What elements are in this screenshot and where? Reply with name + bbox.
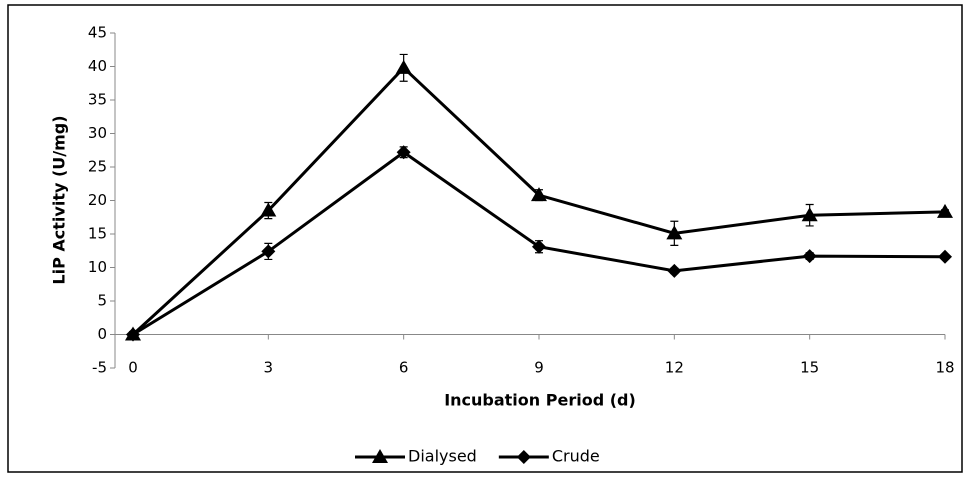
point (667, 263, 682, 278)
point (260, 202, 277, 217)
y-tick-label: 20 (88, 191, 107, 209)
x-tick-label: 18 (935, 359, 954, 377)
y-tick-label: 40 (88, 57, 107, 75)
legend-marker (372, 449, 388, 463)
y-tick-label: 0 (97, 325, 107, 343)
x-tick-label: 15 (800, 359, 819, 377)
point (532, 239, 546, 254)
y-tick-label: 5 (97, 292, 107, 310)
x-tick-label: 9 (534, 359, 544, 377)
y-tick-label: 30 (88, 124, 107, 142)
y-tick-label: -5 (92, 359, 107, 377)
point (126, 327, 140, 342)
point (802, 249, 817, 264)
point (938, 249, 952, 264)
point (395, 59, 412, 74)
legend-label: Dialysed (408, 447, 477, 466)
point (396, 145, 411, 160)
y-tick-label: 15 (88, 225, 107, 243)
y-tick-label: 25 (88, 158, 107, 176)
point (801, 207, 818, 222)
point (261, 244, 276, 259)
x-tick-label: 3 (264, 359, 274, 377)
y-tick-label: 35 (88, 91, 107, 109)
y-axis-label: LiP Activity (U/mg) (50, 115, 69, 284)
y-tick-label: 45 (88, 24, 107, 42)
x-tick-label: 0 (128, 359, 138, 377)
legend-label: Crude (552, 447, 600, 466)
point (937, 203, 953, 218)
y-tick-label: 10 (88, 258, 107, 276)
x-tick-label: 12 (665, 359, 684, 377)
x-tick-label: 6 (399, 359, 409, 377)
legend-marker (516, 450, 531, 464)
chart-frame (7, 4, 963, 473)
point (531, 187, 547, 202)
point (666, 225, 683, 240)
x-axis-label: Incubation Period (d) (444, 391, 636, 410)
